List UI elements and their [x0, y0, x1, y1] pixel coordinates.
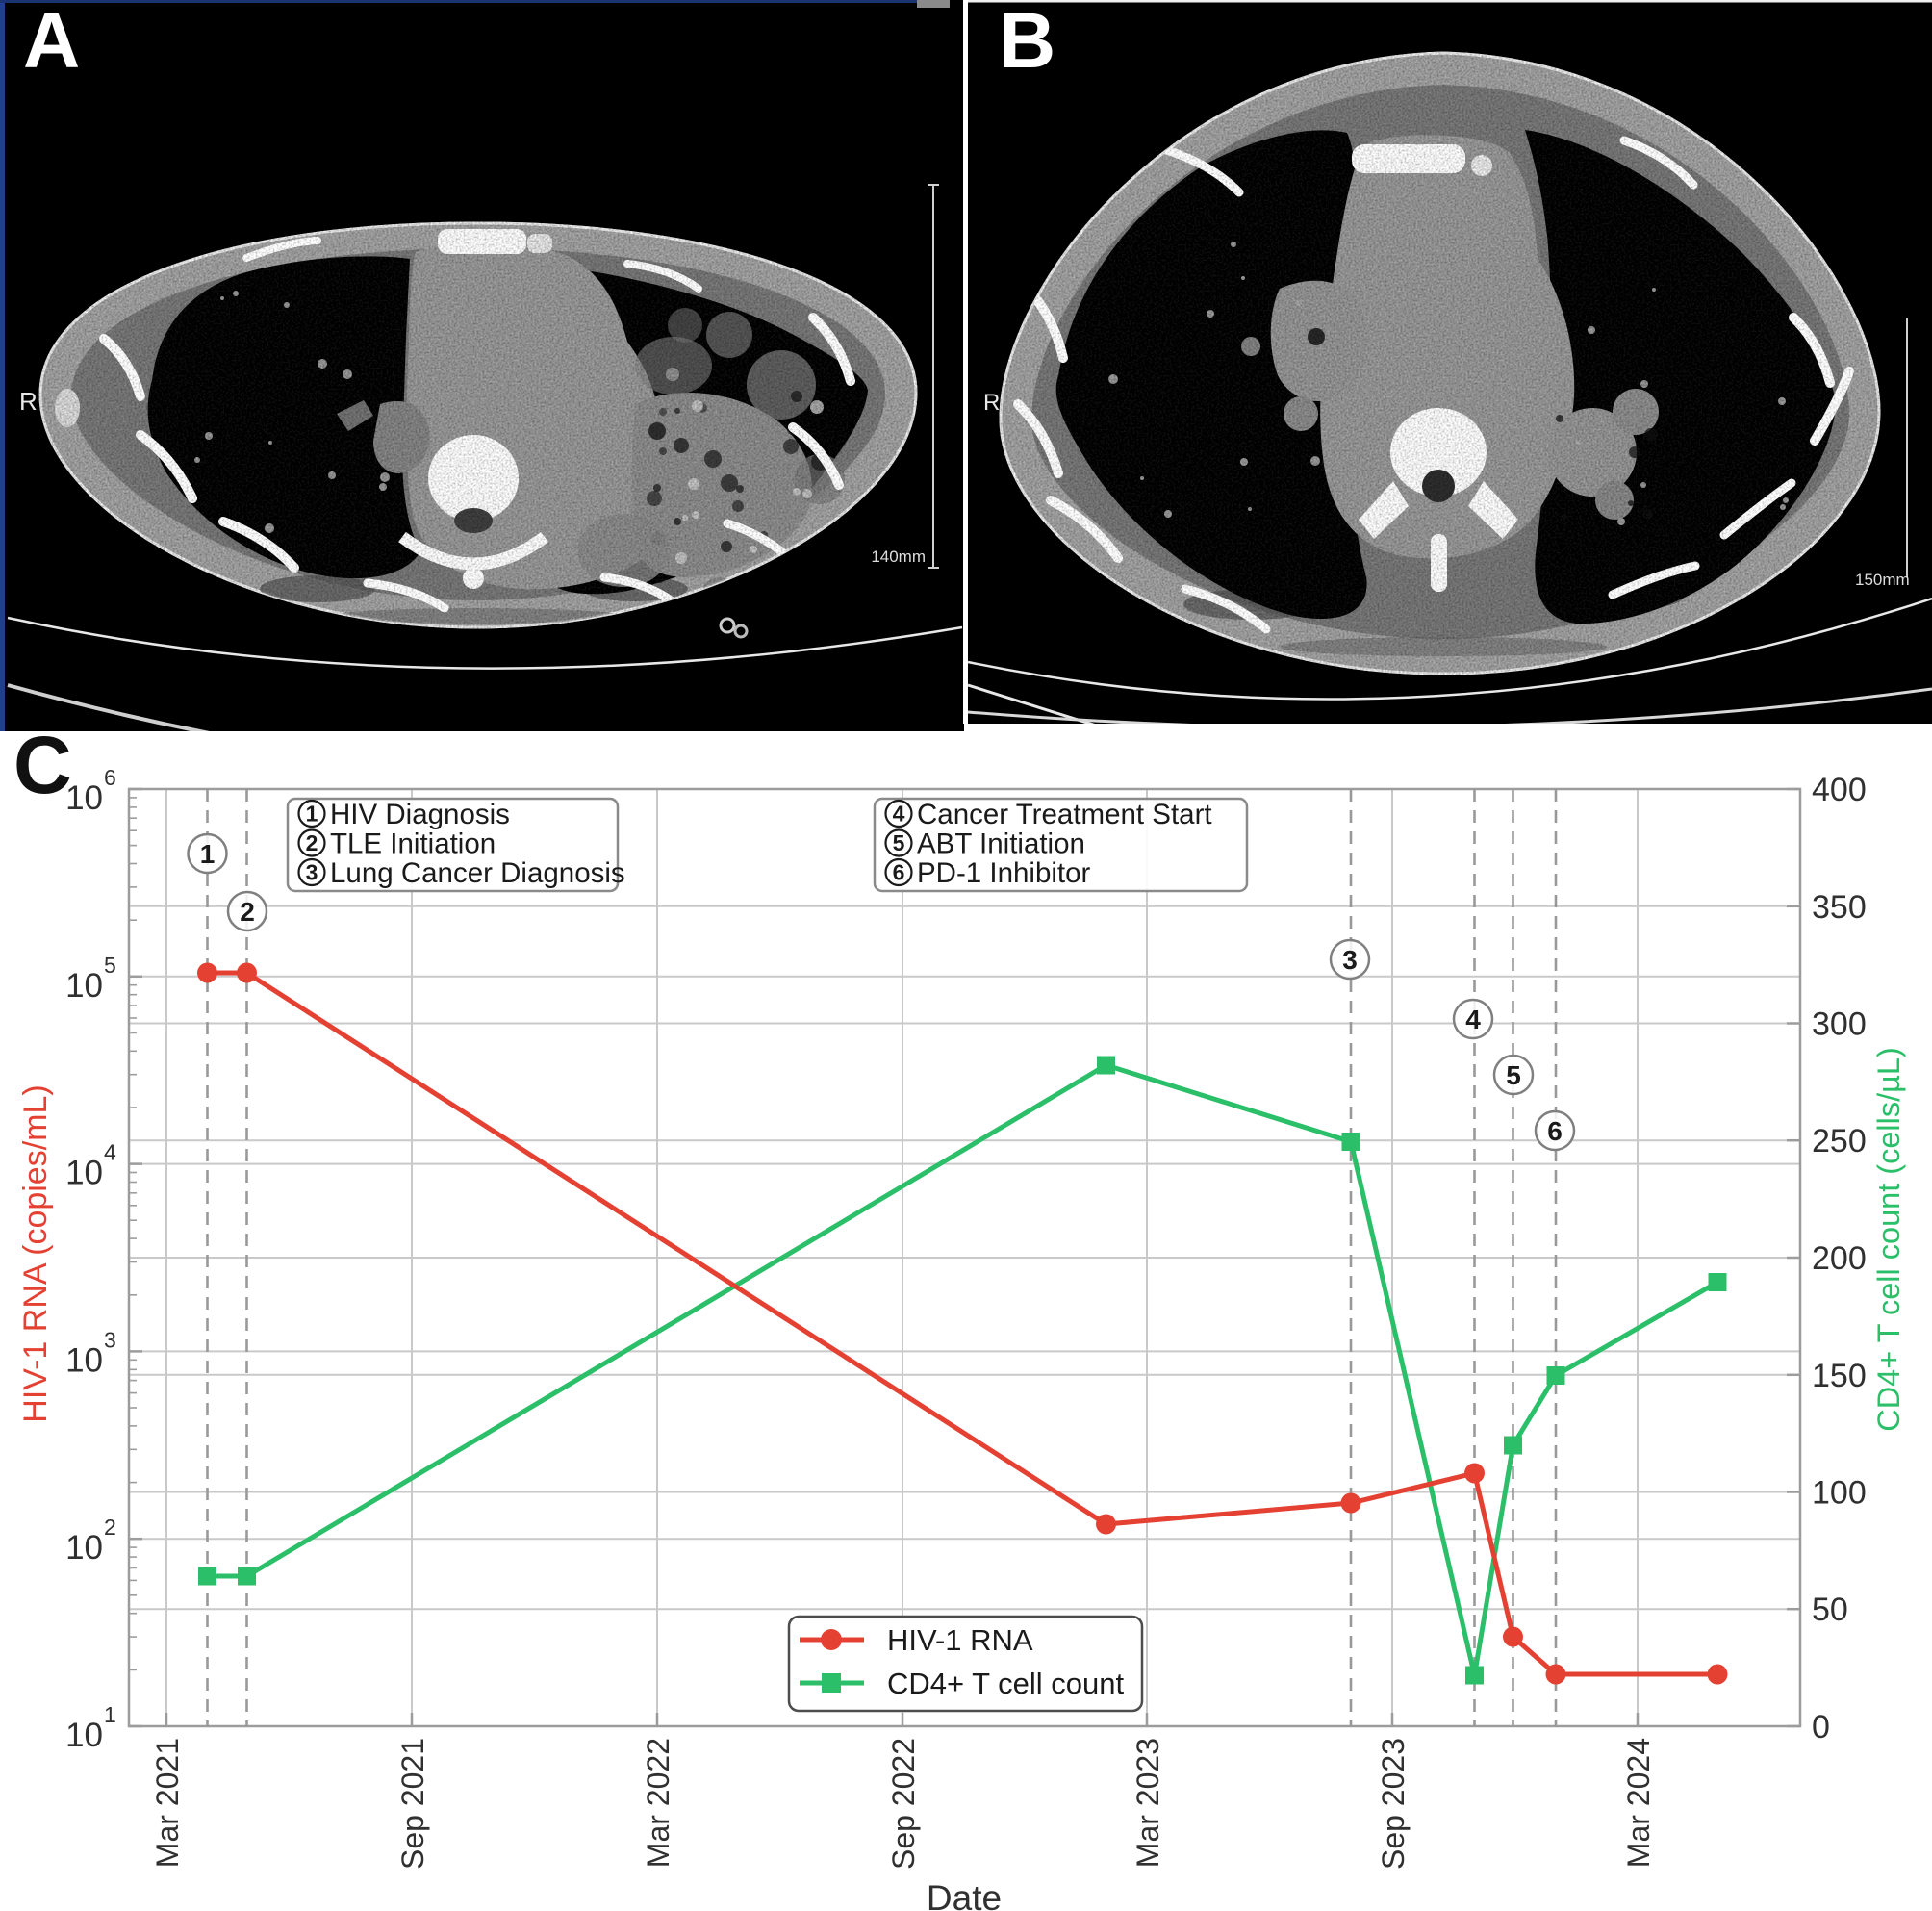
svg-text:Mar 2021: Mar 2021 — [150, 1738, 185, 1868]
svg-text:2: 2 — [104, 1515, 116, 1540]
svg-text:10: 10 — [65, 779, 103, 817]
svg-text:Mar 2024: Mar 2024 — [1621, 1738, 1656, 1868]
svg-text:10: 10 — [65, 1155, 103, 1192]
svg-text:ABT Initiation: ABT Initiation — [917, 828, 1085, 860]
svg-text:50: 50 — [1812, 1592, 1848, 1628]
svg-text:4: 4 — [1465, 1005, 1481, 1034]
svg-text:TLE Initiation: TLE Initiation — [330, 828, 496, 860]
svg-text:300: 300 — [1812, 1006, 1867, 1043]
svg-text:Lung Cancer Diagnosis: Lung Cancer Diagnosis — [330, 857, 625, 889]
svg-text:1: 1 — [104, 1702, 116, 1727]
svg-text:6: 6 — [893, 860, 905, 885]
svg-text:10: 10 — [65, 1341, 103, 1379]
svg-text:R: R — [983, 390, 1000, 416]
svg-text:CD4+ T cell count (cells/µL): CD4+ T cell count (cells/µL) — [1871, 1047, 1906, 1432]
svg-text:PD-1 Inhibitor: PD-1 Inhibitor — [917, 857, 1091, 889]
svg-text:Cancer Treatment Start: Cancer Treatment Start — [917, 799, 1212, 830]
svg-text:100: 100 — [1812, 1475, 1867, 1512]
svg-text:A: A — [23, 0, 80, 85]
svg-text:Sep 2022: Sep 2022 — [886, 1738, 921, 1870]
svg-text:Mar 2022: Mar 2022 — [641, 1738, 675, 1868]
svg-text:10: 10 — [65, 1717, 103, 1754]
svg-text:350: 350 — [1812, 889, 1867, 926]
svg-text:200: 200 — [1812, 1240, 1867, 1277]
svg-text:Date: Date — [927, 1878, 1002, 1911]
svg-text:R: R — [19, 387, 38, 416]
svg-text:5: 5 — [893, 830, 905, 855]
svg-text:140mm: 140mm — [871, 548, 926, 566]
svg-text:2: 2 — [240, 897, 255, 927]
svg-text:Sep 2023: Sep 2023 — [1376, 1738, 1411, 1870]
svg-text:C: C — [13, 720, 72, 810]
svg-text:250: 250 — [1812, 1123, 1867, 1159]
svg-text:3: 3 — [104, 1327, 116, 1352]
svg-text:HIV Diagnosis: HIV Diagnosis — [330, 799, 510, 830]
svg-text:1: 1 — [306, 802, 318, 827]
svg-text:4: 4 — [893, 802, 905, 827]
svg-text:5: 5 — [1506, 1060, 1521, 1090]
svg-text:Sep 2021: Sep 2021 — [395, 1738, 430, 1870]
svg-text:150mm: 150mm — [1855, 571, 1910, 589]
svg-text:Mar 2023: Mar 2023 — [1131, 1738, 1165, 1868]
svg-text:B: B — [999, 0, 1055, 85]
svg-text:5: 5 — [104, 953, 116, 978]
svg-text:400: 400 — [1812, 772, 1867, 808]
svg-text:CD4+ T cell count: CD4+ T cell count — [887, 1667, 1125, 1700]
svg-text:1: 1 — [200, 839, 216, 869]
svg-text:6: 6 — [104, 765, 116, 790]
svg-text:HIV-1 RNA: HIV-1 RNA — [887, 1623, 1033, 1657]
svg-text:10: 10 — [65, 1529, 103, 1567]
svg-text:0: 0 — [1812, 1709, 1830, 1745]
svg-text:6: 6 — [1547, 1116, 1563, 1146]
svg-text:3: 3 — [306, 860, 318, 885]
svg-text:4: 4 — [104, 1140, 116, 1165]
svg-text:HIV-1 RNA (copies/mL): HIV-1 RNA (copies/mL) — [17, 1084, 54, 1422]
svg-text:3: 3 — [1342, 945, 1358, 975]
svg-text:10: 10 — [65, 967, 103, 1005]
svg-text:150: 150 — [1812, 1358, 1867, 1394]
svg-text:2: 2 — [306, 830, 318, 855]
